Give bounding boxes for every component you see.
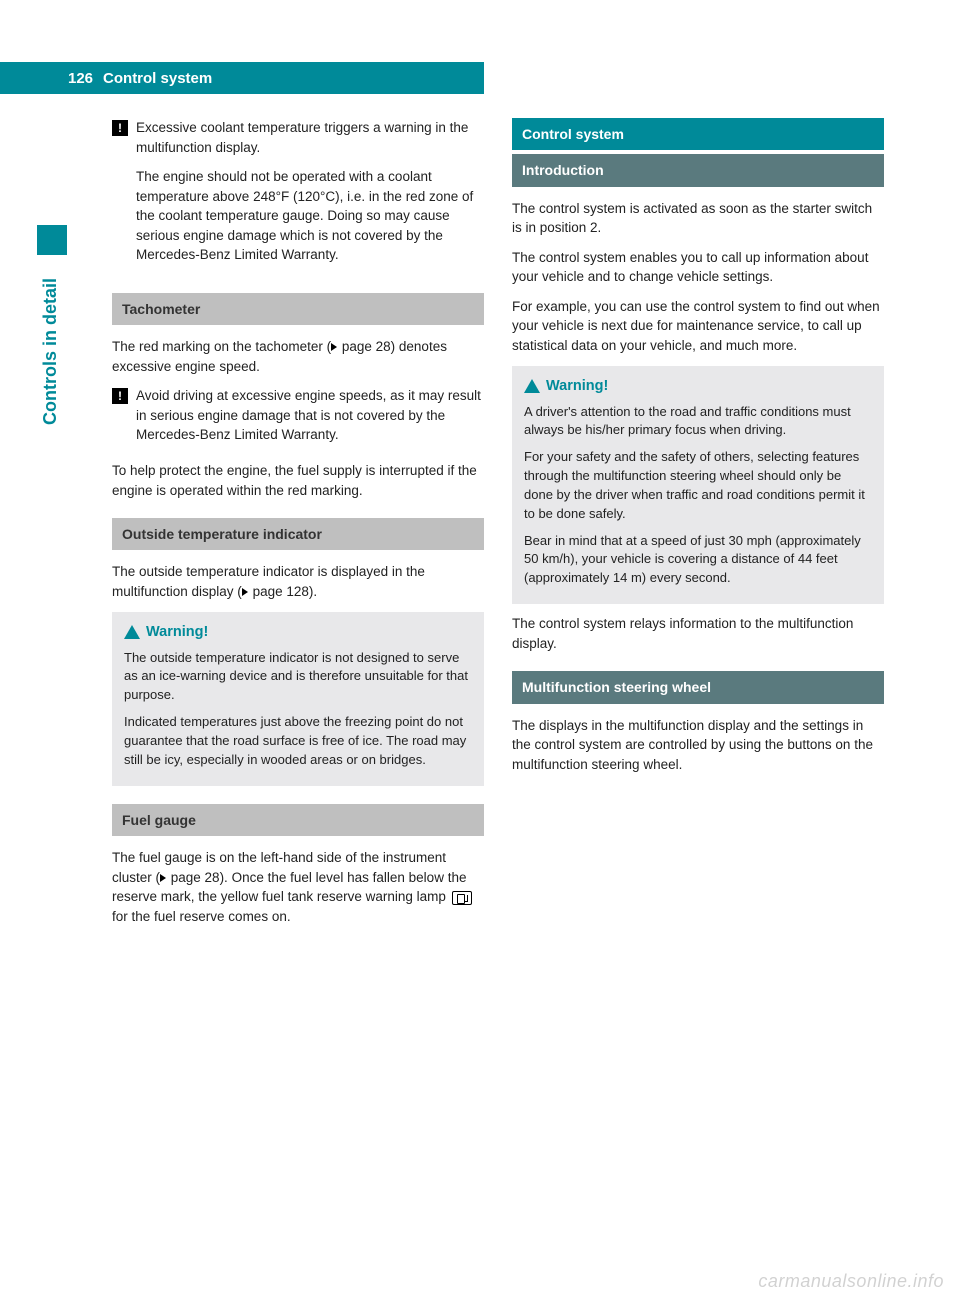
warning-triangle-icon [524,379,540,393]
outside-p1b: page 128). [249,584,317,599]
intro-p3: For example, you can use the control sys… [512,297,884,356]
fuel-p1c: for the fuel reserve comes on. [112,909,291,924]
fuel-gauge-heading: Fuel gauge [112,804,484,836]
tach-note: ! Avoid driving at excessive engine spee… [112,386,484,455]
tach-p1a: The red marking on the tachometer ( [112,339,331,354]
warning-label: Warning! [146,622,208,643]
page-number: 126 [0,70,103,87]
control-system-heading: Control system [512,118,884,150]
outside-p1: The outside temperature indicator is dis… [112,562,484,601]
outside-warn-p2: Indicated temperatures just above the fr… [124,713,472,770]
exclamation-icon: ! [112,120,128,136]
coolant-note-p2: The engine should not be operated with a… [136,167,484,265]
page-ref-icon [160,874,166,882]
intro-p1: The control system is activated as soon … [512,199,884,238]
tachometer-p1: The red marking on the tachometer ( page… [112,337,484,376]
msw-heading: Multifunction steering wheel [512,671,884,703]
outside-warning-box: Warning! The outside temperature indicat… [112,612,484,786]
driver-warning-box: Warning! A driver's attention to the roa… [512,366,884,605]
tach-note-text: Avoid driving at excessive engine speeds… [136,386,484,455]
outside-warn-p1: The outside temperature indicator is not… [124,649,472,706]
fuel-p1: The fuel gauge is on the left-hand side … [112,848,484,926]
introduction-heading: Introduction [512,154,884,186]
driver-warn-p1: A driver's attention to the road and tra… [524,403,872,441]
side-tab [37,225,67,255]
coolant-note: ! Excessive coolant temperature triggers… [112,118,484,275]
tachometer-p2: To help protect the engine, the fuel sup… [112,461,484,500]
warning-heading: Warning! [524,376,872,397]
intro-p2: The control system enables you to call u… [512,248,884,287]
page-ref-icon [242,588,248,596]
tachometer-heading: Tachometer [112,293,484,325]
watermark: carmanualsonline.info [758,1271,944,1292]
fuel-reserve-icon [452,891,472,905]
left-column: ! Excessive coolant temperature triggers… [112,118,484,936]
content-columns: ! Excessive coolant temperature triggers… [112,118,884,936]
driver-warn-p3: Bear in mind that at a speed of just 30 … [524,532,872,589]
page-title: Control system [103,70,212,87]
exclamation-icon: ! [112,388,128,404]
driver-warn-p2: For your safety and the safety of others… [524,448,872,523]
after-warning-p: The control system relays information to… [512,614,884,653]
side-section-label: Controls in detail [40,278,61,425]
warning-label: Warning! [546,376,608,397]
warning-heading: Warning! [124,622,472,643]
outside-temp-heading: Outside temperature indicator [112,518,484,550]
right-column: Control system Introduction The control … [512,118,884,936]
page-header-bar: 126 Control system [0,62,484,94]
page-ref-icon [331,343,337,351]
coolant-note-p1: Excessive coolant temperature triggers a… [136,118,484,157]
tach-note-p: Avoid driving at excessive engine speeds… [136,386,484,445]
msw-p1: The displays in the multifunction displa… [512,716,884,775]
coolant-note-text: Excessive coolant temperature triggers a… [136,118,484,275]
warning-triangle-icon [124,625,140,639]
